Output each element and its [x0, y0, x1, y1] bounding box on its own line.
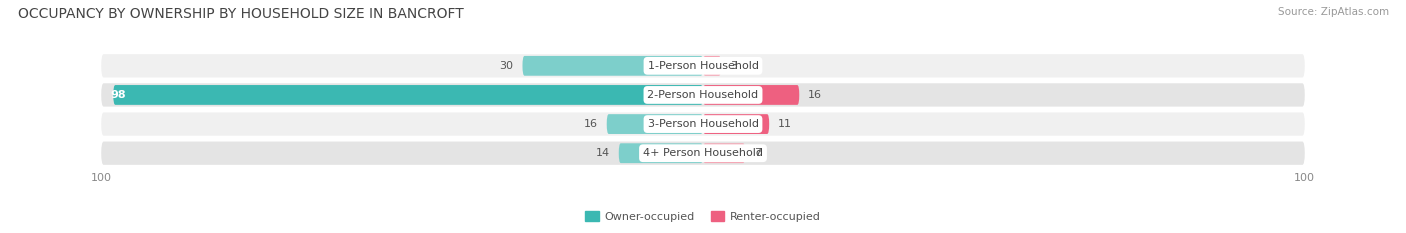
FancyBboxPatch shape — [703, 143, 745, 163]
FancyBboxPatch shape — [703, 56, 721, 76]
Text: Source: ZipAtlas.com: Source: ZipAtlas.com — [1278, 7, 1389, 17]
FancyBboxPatch shape — [523, 56, 703, 76]
Text: 4+ Person Household: 4+ Person Household — [643, 148, 763, 158]
Legend: Owner-occupied, Renter-occupied: Owner-occupied, Renter-occupied — [581, 207, 825, 226]
FancyBboxPatch shape — [101, 54, 1305, 77]
Text: 1-Person Household: 1-Person Household — [648, 61, 758, 71]
Text: 16: 16 — [583, 119, 598, 129]
Text: 30: 30 — [499, 61, 513, 71]
Text: 2-Person Household: 2-Person Household — [647, 90, 759, 100]
FancyBboxPatch shape — [114, 85, 703, 105]
Text: 16: 16 — [808, 90, 823, 100]
Text: 3-Person Household: 3-Person Household — [648, 119, 758, 129]
FancyBboxPatch shape — [703, 85, 799, 105]
Text: 98: 98 — [110, 90, 127, 100]
FancyBboxPatch shape — [703, 114, 769, 134]
Text: 3: 3 — [730, 61, 737, 71]
Text: OCCUPANCY BY OWNERSHIP BY HOUSEHOLD SIZE IN BANCROFT: OCCUPANCY BY OWNERSHIP BY HOUSEHOLD SIZE… — [18, 7, 464, 21]
FancyBboxPatch shape — [619, 143, 703, 163]
FancyBboxPatch shape — [101, 83, 1305, 107]
FancyBboxPatch shape — [607, 114, 703, 134]
FancyBboxPatch shape — [101, 141, 1305, 165]
FancyBboxPatch shape — [101, 112, 1305, 136]
Text: 11: 11 — [779, 119, 792, 129]
Text: 14: 14 — [596, 148, 610, 158]
Text: 7: 7 — [754, 148, 761, 158]
